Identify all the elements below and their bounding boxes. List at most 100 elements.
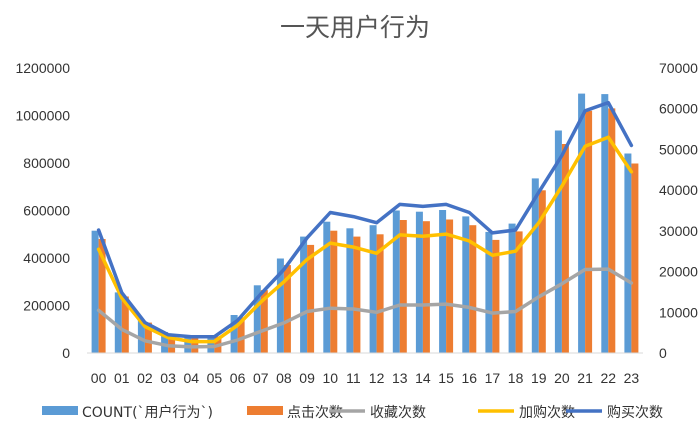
x-tick-label: 03 — [160, 370, 176, 386]
x-tick-label: 05 — [207, 370, 223, 386]
legend-click-swatch — [247, 406, 283, 415]
bar-count-04 — [184, 335, 192, 353]
bar-click-13 — [399, 220, 407, 353]
bar-count-02 — [137, 320, 145, 353]
left-tick-label: 400000 — [23, 250, 70, 266]
right-tick-label: 20000 — [659, 264, 698, 280]
bar-count-22 — [601, 94, 609, 353]
left-tick-label: 1000000 — [15, 108, 70, 124]
cart-line — [96, 135, 634, 344]
bar-count-20 — [554, 130, 562, 353]
bar-count-15 — [439, 210, 447, 353]
left-tick-label: 600000 — [23, 203, 70, 219]
legend-count-label: COUNT(`用户行为`) — [82, 404, 213, 421]
bar-click-18 — [515, 231, 523, 353]
bar-click-01 — [121, 296, 129, 353]
x-tick-label: 00 — [91, 370, 107, 386]
legend-cart-label: 加购次数 — [519, 405, 575, 421]
bar-count-09 — [300, 236, 308, 353]
bar-count-05 — [207, 335, 215, 353]
bar-click-15 — [446, 219, 454, 353]
bar-click-08 — [283, 265, 291, 353]
favorite-line — [96, 267, 634, 349]
bar-click-03 — [168, 334, 176, 353]
x-tick-label: 08 — [276, 370, 292, 386]
x-tick-label: 02 — [137, 370, 153, 386]
bar-click-20 — [561, 144, 569, 353]
bar-count-19 — [531, 178, 539, 353]
bar-count-01 — [114, 292, 122, 353]
bar-click-21 — [585, 110, 593, 354]
x-tick-label: 12 — [369, 370, 385, 386]
bar-click-02 — [144, 322, 152, 353]
x-tick-label: 01 — [114, 370, 130, 386]
bars-group — [91, 93, 639, 354]
chart-title: 一天用户行为 — [280, 13, 430, 42]
bar-click-17 — [492, 239, 500, 353]
legend-purchase-label: 购买次数 — [607, 405, 663, 421]
left-axis-ticks: 0 200000 400000 600000 800000 1000000 1200000 — [15, 60, 70, 361]
x-tick-label: 11 — [346, 370, 361, 386]
right-tick-label: 50000 — [659, 141, 698, 157]
bar-click-23 — [631, 163, 639, 353]
x-tick-label: 19 — [531, 370, 547, 386]
legend-favorite-label: 收藏次数 — [370, 405, 426, 421]
x-tick-label: 06 — [230, 370, 246, 386]
x-tick-label: 20 — [554, 370, 570, 386]
bar-count-11 — [346, 228, 354, 353]
bar-click-12 — [376, 234, 384, 354]
legend: COUNT(`用户行为`) 点击次数 收藏次数 加购次数 购买次数 — [42, 404, 663, 421]
bar-count-07 — [253, 285, 261, 353]
x-tick-label: 14 — [415, 370, 431, 386]
bar-click-06 — [237, 317, 245, 353]
x-tick-label: 18 — [508, 370, 524, 386]
x-tick-label: 04 — [184, 370, 200, 386]
bar-count-21 — [578, 93, 586, 353]
bar-count-08 — [276, 258, 284, 353]
x-tick-label: 13 — [392, 370, 408, 386]
x-tick-label: 23 — [624, 370, 640, 386]
bar-count-00 — [91, 230, 99, 353]
bar-click-14 — [422, 221, 430, 353]
bar-count-14 — [415, 211, 423, 353]
bar-click-22 — [608, 108, 616, 354]
x-tick-label: 17 — [485, 370, 501, 386]
bar-click-00 — [98, 239, 106, 353]
x-tick-label: 09 — [299, 370, 315, 386]
left-tick-label: 200000 — [23, 298, 70, 314]
right-tick-label: 70000 — [659, 60, 698, 76]
bar-click-07 — [260, 290, 268, 353]
bar-count-23 — [624, 153, 632, 353]
x-tick-label: 22 — [601, 370, 617, 386]
bar-click-10 — [330, 230, 338, 353]
right-tick-label: 0 — [659, 345, 667, 361]
bar-count-13 — [392, 210, 400, 353]
right-axis-ticks: 0 10000 20000 30000 40000 50000 60000 70000 — [659, 60, 698, 361]
x-tick-label: 10 — [323, 370, 339, 386]
bar-count-12 — [369, 225, 377, 353]
x-axis-ticks: 00 01 02 03 04 05 06 07 08 09 10 11 12 13 14 15 16 17 18 19… — [91, 370, 640, 386]
bar-click-16 — [469, 225, 477, 353]
bar-count-18 — [508, 223, 516, 353]
legend-count-swatch — [42, 406, 78, 415]
purchase-line — [96, 100, 634, 339]
right-tick-label: 30000 — [659, 223, 698, 239]
x-tick-label: 16 — [462, 370, 478, 386]
right-tick-label: 10000 — [659, 304, 698, 320]
x-tick-label: 21 — [577, 370, 593, 386]
bar-count-03 — [161, 332, 169, 353]
lines-group — [96, 100, 634, 349]
bar-count-06 — [230, 315, 238, 353]
x-tick-label: 15 — [438, 370, 454, 386]
x-tick-label: 07 — [253, 370, 269, 386]
bar-count-10 — [323, 221, 331, 353]
left-tick-label: 0 — [62, 345, 70, 361]
left-tick-label: 800000 — [23, 155, 70, 171]
bar-count-17 — [485, 231, 493, 353]
bar-count-16 — [462, 216, 470, 353]
right-tick-label: 60000 — [659, 101, 698, 117]
legend-click-label: 点击次数 — [287, 405, 343, 421]
right-tick-label: 40000 — [659, 182, 698, 198]
